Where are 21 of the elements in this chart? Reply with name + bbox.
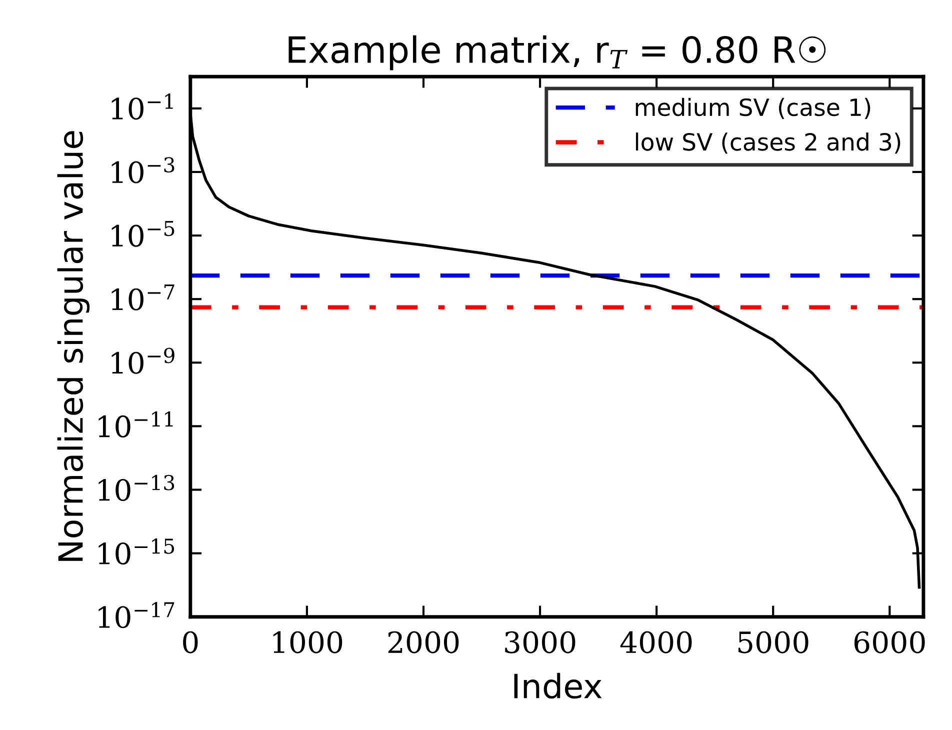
y-axis-title: Normalized singular value — [57, 131, 90, 561]
y-tick-label: 10$^{−1}$ — [112, 94, 173, 120]
y-tick-label: 10$^{−9}$ — [112, 348, 174, 374]
chart-title: Example matrix, r$_{T}$ = 0.80 R☉ — [288, 35, 826, 70]
y-tick-label: 10$^{−5}$ — [112, 220, 174, 247]
y-tick-label: 10$^{−17}$ — [98, 602, 174, 628]
y-tick-label: 10$^{−7}$ — [112, 284, 174, 310]
legend-label: medium SV (case 1) — [636, 98, 870, 119]
x-tick-label: 2000 — [388, 631, 459, 654]
legend-label: low SV (cases 2 and 3) — [636, 132, 900, 154]
y-tick-label: 10$^{−13}$ — [98, 474, 174, 502]
x-tick-label: 0 — [183, 631, 198, 654]
x-tick-label: 4000 — [620, 631, 692, 654]
x-axis-title: Index — [514, 672, 602, 699]
x-tick-label: 6000 — [854, 631, 925, 654]
x-tick-label: 5000 — [738, 631, 808, 654]
x-tick-label: 3000 — [505, 631, 576, 654]
x-tick-label: 1000 — [273, 631, 342, 654]
y-tick-label: 10$^{−15}$ — [98, 538, 174, 565]
y-tick-label: 10$^{−11}$ — [98, 411, 173, 438]
y-tick-label: 10$^{−3}$ — [112, 157, 174, 184]
